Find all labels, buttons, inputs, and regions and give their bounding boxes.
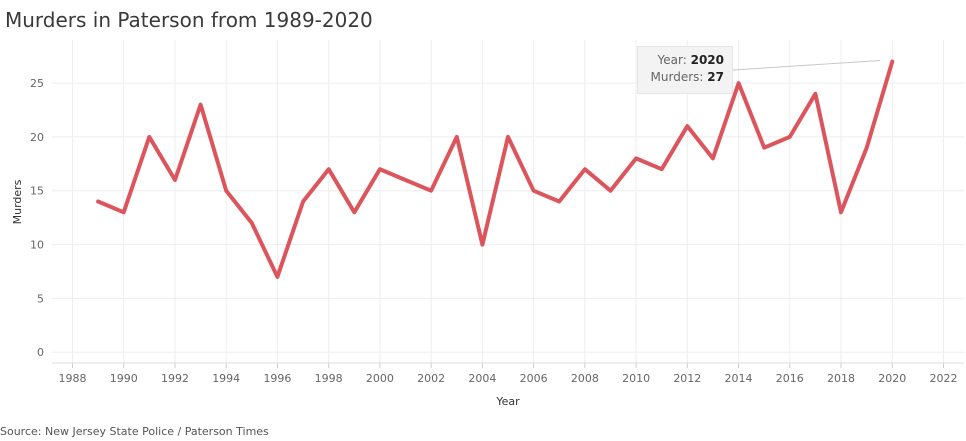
x-tick-label: 2022 xyxy=(930,372,958,385)
data-point[interactable] xyxy=(146,134,152,140)
data-point[interactable] xyxy=(787,134,793,140)
x-tick-label: 2008 xyxy=(571,372,599,385)
data-point[interactable] xyxy=(121,209,127,215)
data-point[interactable] xyxy=(249,220,255,226)
x-axis-label: Year xyxy=(495,395,520,408)
data-point[interactable] xyxy=(838,209,844,215)
x-tick-label: 1994 xyxy=(212,372,240,385)
data-point[interactable] xyxy=(326,166,332,172)
tooltip-leader-line xyxy=(732,60,881,71)
tooltip-year-label: Year: xyxy=(657,53,687,67)
x-tick-label: 2012 xyxy=(673,372,701,385)
x-tick-label: 2000 xyxy=(366,372,394,385)
x-tick-label: 1998 xyxy=(315,372,343,385)
tooltip-murders-label: Murders: xyxy=(650,70,704,84)
x-tick-label: 2002 xyxy=(417,372,445,385)
data-point[interactable] xyxy=(659,166,665,172)
data-point[interactable] xyxy=(95,199,101,205)
data-point[interactable] xyxy=(889,59,895,65)
data-point[interactable] xyxy=(479,242,485,248)
data-point[interactable] xyxy=(505,134,511,140)
data-point[interactable] xyxy=(403,177,409,183)
data-point[interactable] xyxy=(710,155,716,161)
source-note: Source: New Jersey State Police / Paters… xyxy=(0,425,269,438)
data-point[interactable] xyxy=(684,123,690,129)
data-point[interactable] xyxy=(428,188,434,194)
y-tick-label: 10 xyxy=(30,239,44,252)
data-point[interactable] xyxy=(351,209,357,215)
y-axis-label: Murders xyxy=(11,179,24,224)
tooltip-year-value: 2020 xyxy=(690,53,724,67)
y-tick-label: 25 xyxy=(30,77,44,90)
x-tick-label: 1996 xyxy=(263,372,291,385)
x-tick-label: 1992 xyxy=(161,372,189,385)
x-tick-label: 2010 xyxy=(622,372,650,385)
x-tick-label: 2018 xyxy=(827,372,855,385)
data-point[interactable] xyxy=(812,91,818,97)
data-points xyxy=(95,59,895,280)
tooltip-murders-value: 27 xyxy=(707,70,724,84)
y-tick-label: 15 xyxy=(30,185,44,198)
x-tick-label: 1990 xyxy=(110,372,138,385)
data-point[interactable] xyxy=(223,188,229,194)
data-point[interactable] xyxy=(454,134,460,140)
x-tick-label: 1988 xyxy=(58,372,86,385)
data-point[interactable] xyxy=(633,155,639,161)
data-point[interactable] xyxy=(556,199,562,205)
data-point[interactable] xyxy=(582,166,588,172)
x-tick-label: 2006 xyxy=(520,372,548,385)
chart-title: Murders in Paterson from 1989-2020 xyxy=(5,8,373,32)
series-line-murders[interactable] xyxy=(96,59,895,279)
data-point[interactable] xyxy=(761,145,767,151)
data-point[interactable] xyxy=(531,188,537,194)
data-point[interactable] xyxy=(300,199,306,205)
x-tick-label: 2004 xyxy=(468,372,496,385)
x-tick-label: 2020 xyxy=(878,372,906,385)
data-point[interactable] xyxy=(198,102,204,108)
data-point[interactable] xyxy=(864,145,870,151)
x-tick-label: 2016 xyxy=(776,372,804,385)
tick-labels: 0 5 10 15 20 25 1988 1990 1992 1994 1996 1998 2000 20… xyxy=(30,77,958,385)
data-point[interactable] xyxy=(607,188,613,194)
gridlines xyxy=(52,40,964,368)
y-tick-label: 5 xyxy=(37,292,44,305)
tooltip: Year: 2020 Murders: 27 xyxy=(637,46,733,94)
data-point[interactable] xyxy=(377,166,383,172)
data-point[interactable] xyxy=(274,274,280,280)
y-tick-label: 20 xyxy=(30,131,44,144)
x-tick-label: 2014 xyxy=(725,372,753,385)
data-point[interactable] xyxy=(172,177,178,183)
data-point[interactable] xyxy=(736,80,742,86)
y-tick-label: 0 xyxy=(37,346,44,359)
